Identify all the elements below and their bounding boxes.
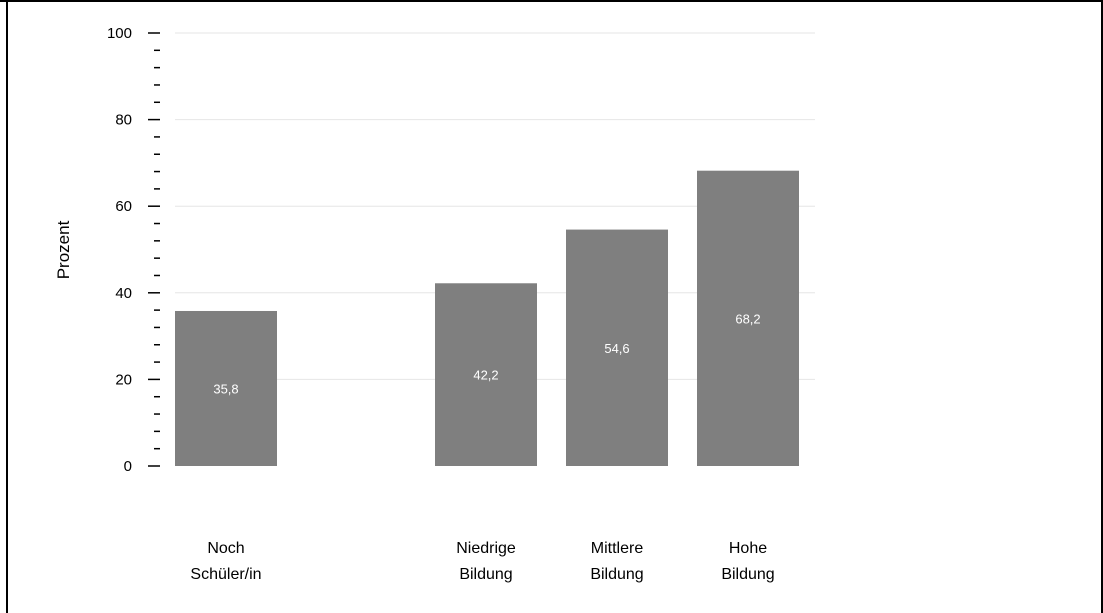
category-label: Bildung [590, 566, 643, 583]
bars: 35,8 42,2 54,6 68,2 [175, 170, 799, 466]
y-tick-label: 40 [115, 285, 132, 302]
category-labels: Noch Schüler/in Niedrige Bildung Mittlere Bil… [190, 540, 774, 583]
category-label: Noch [207, 540, 244, 557]
y-tick-label: 0 [124, 458, 132, 475]
bar-value-label: 42,2 [473, 368, 498, 383]
category-label: Bildung [721, 566, 774, 583]
y-axis-label: Prozent [54, 220, 73, 279]
bar [175, 310, 277, 466]
bar-value-label: 68,2 [735, 311, 760, 326]
frame-left-border [6, 0, 8, 613]
y-tick-label: 100 [107, 25, 132, 42]
bar [697, 170, 799, 466]
bar [566, 229, 668, 466]
y-tick-label: 80 [115, 112, 132, 129]
y-axis: 0 20 40 60 80 100 [107, 25, 160, 475]
bar-value-label: 35,8 [213, 381, 238, 396]
y-tick-label: 20 [115, 371, 132, 388]
category-label: Mittlere [591, 540, 644, 557]
category-label: Bildung [459, 566, 512, 583]
category-label: Niedrige [456, 540, 516, 557]
y-tick-label: 60 [115, 198, 132, 215]
bar-value-label: 54,6 [604, 341, 629, 356]
category-label: Schüler/in [190, 566, 261, 583]
bar [435, 283, 537, 466]
category-label: Hohe [729, 540, 767, 557]
